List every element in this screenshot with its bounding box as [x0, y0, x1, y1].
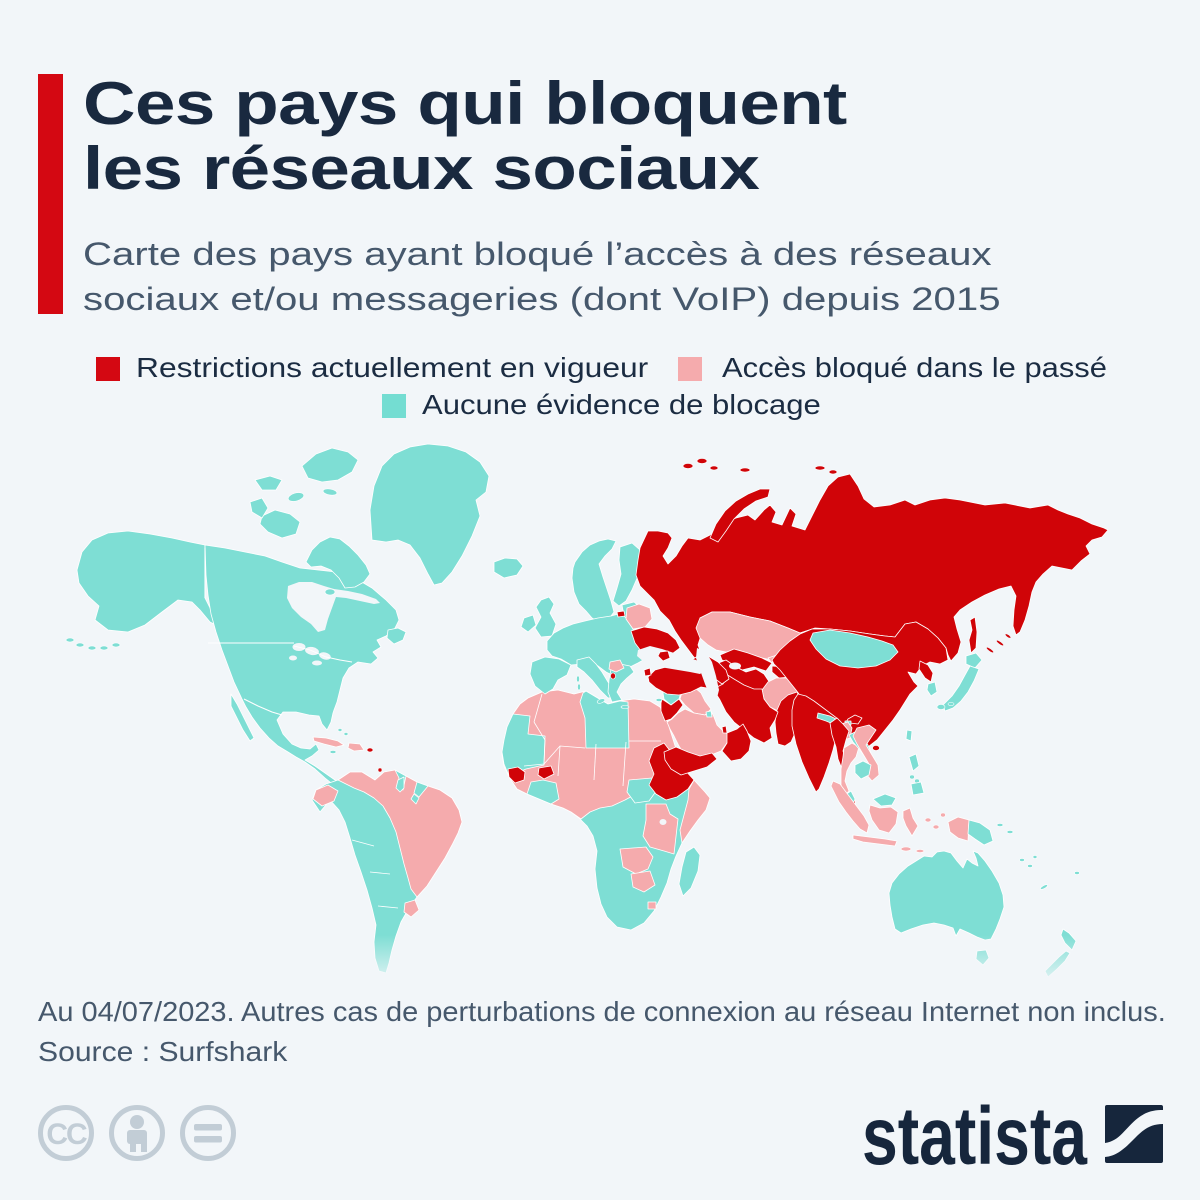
svg-text:statista: statista [862, 1091, 1088, 1182]
svg-text:CC: CC [46, 1118, 87, 1151]
